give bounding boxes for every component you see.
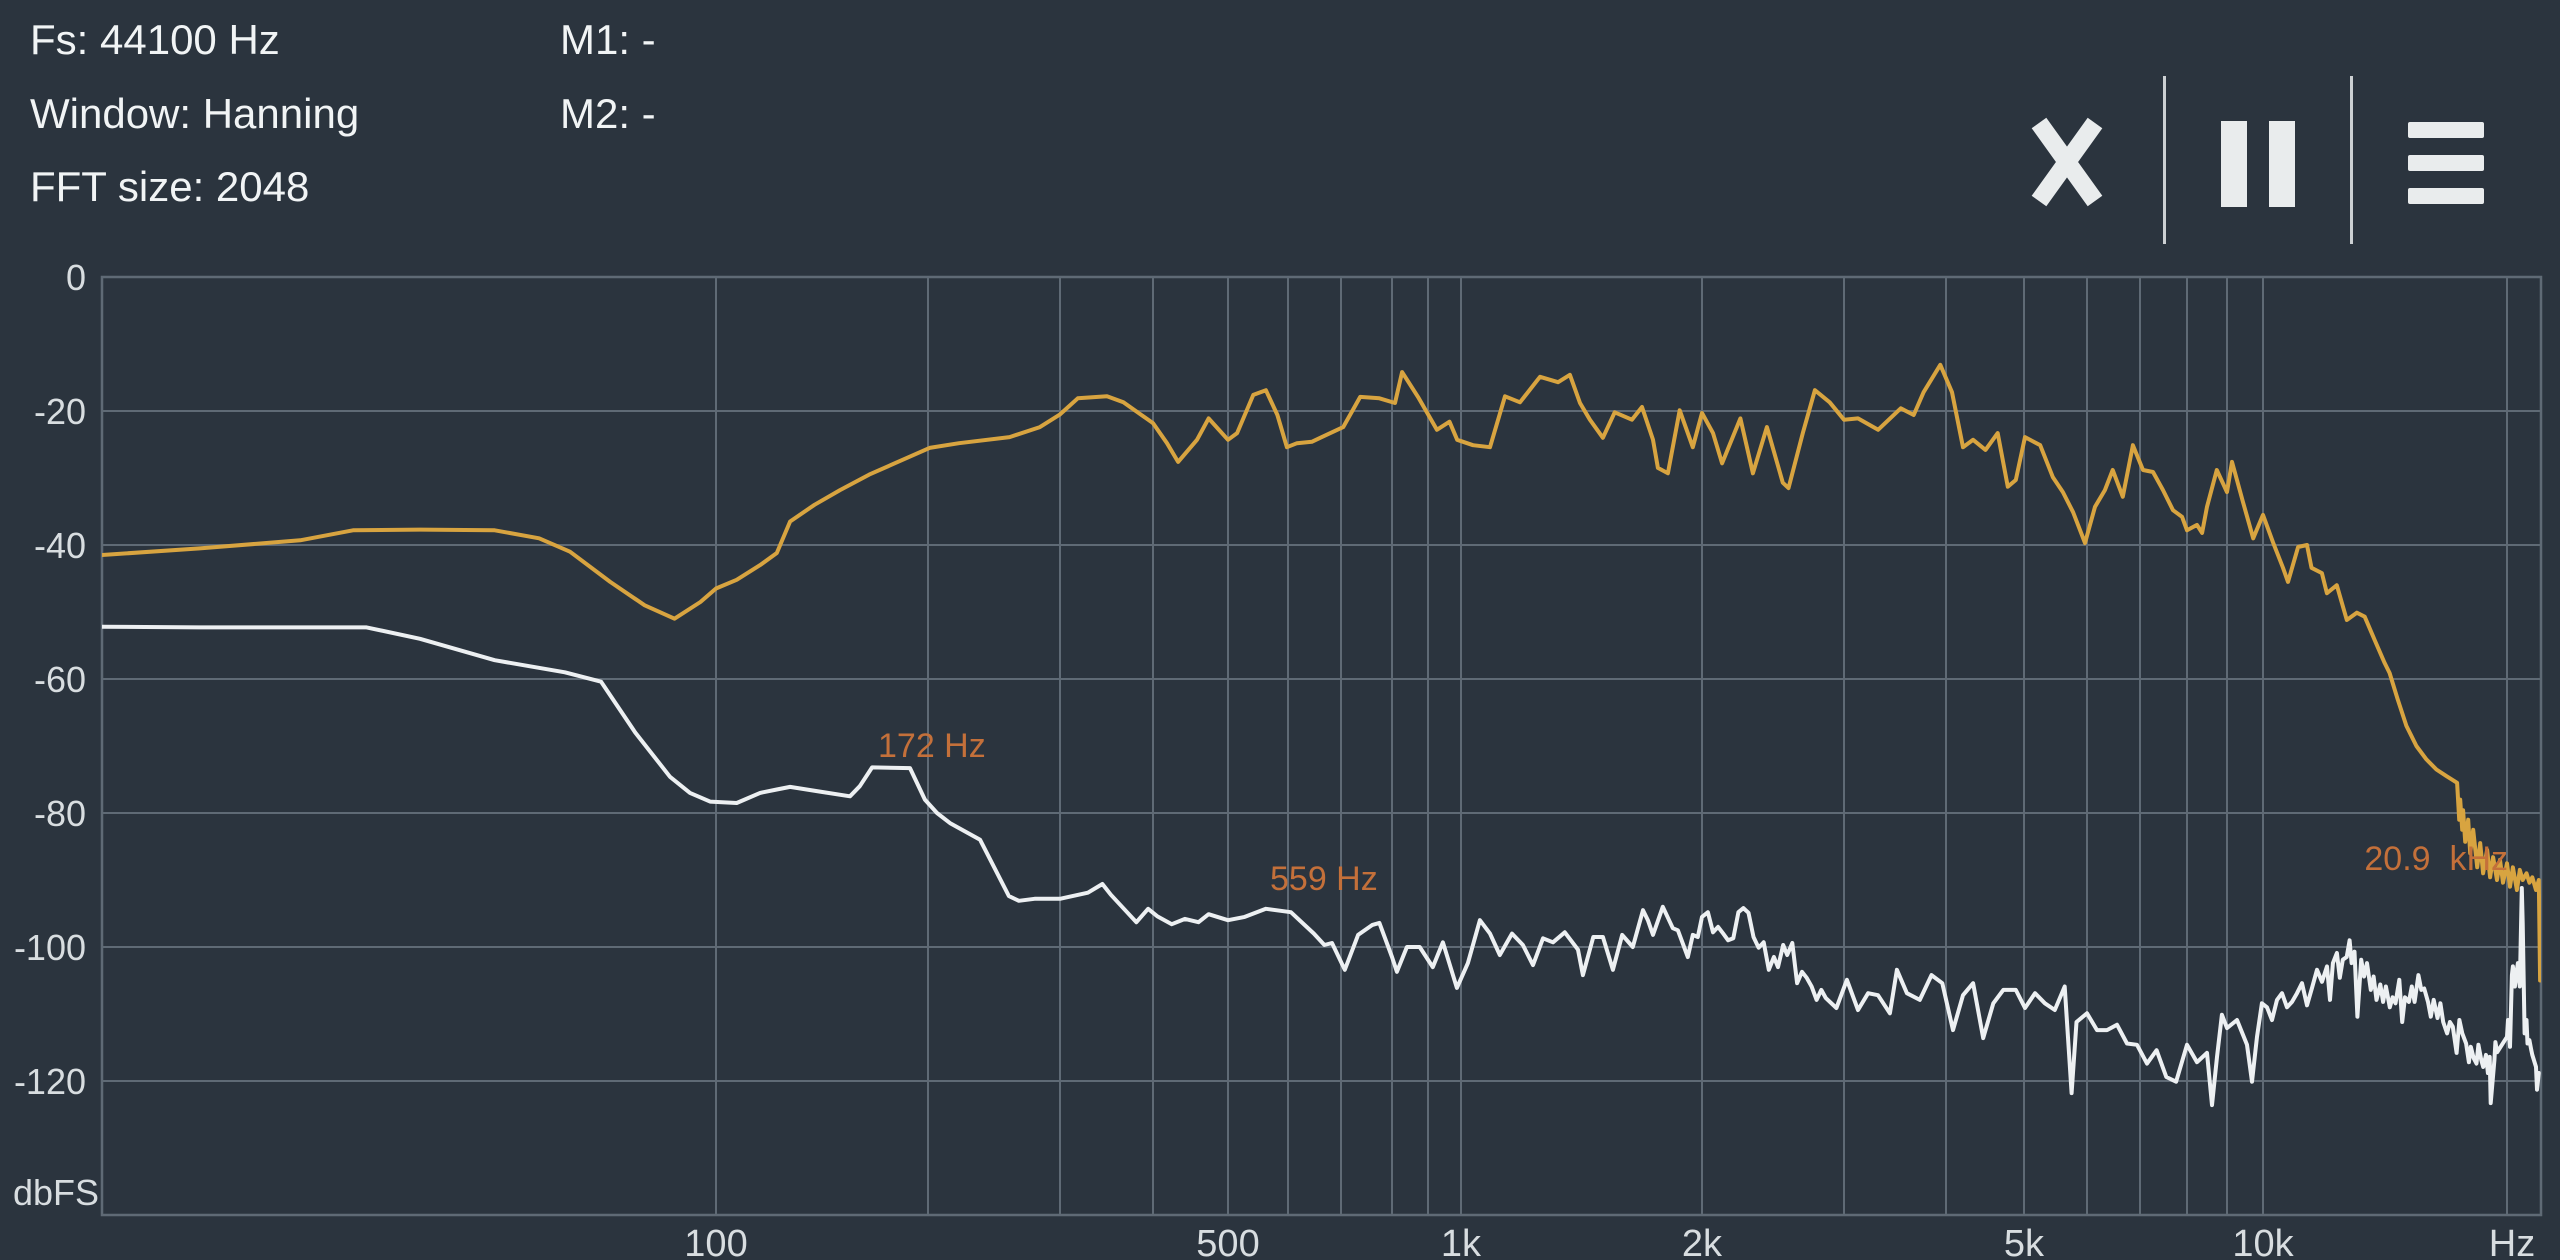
close-icon [2030, 114, 2104, 213]
x-axis-tick-label: 2k [1682, 1223, 1723, 1260]
y-axis-tick-label: -100 [14, 927, 86, 968]
sample-rate-label: Fs: 44100 Hz [30, 16, 280, 63]
toolbar-separator [2163, 76, 2166, 244]
x-axis-tick-label: Hz [2489, 1223, 2535, 1260]
pause-icon [2221, 120, 2295, 210]
menu-icon [2408, 121, 2484, 207]
marker2-label: M2: - [560, 90, 656, 137]
y-axis-unit-label: dbFS [13, 1172, 99, 1213]
marker1-label: M1: - [560, 16, 656, 63]
window-type-label: Window: Hanning [30, 90, 360, 137]
y-axis-tick-label: 0 [66, 257, 86, 298]
y-axis-tick-label: -120 [14, 1061, 86, 1102]
peak-annotation: 20.9 kHz [2364, 840, 2508, 878]
trace-spectrum-orange [102, 362, 2541, 983]
x-axis-tick-label: 5k [2004, 1223, 2045, 1260]
peak-annotation: 559 Hz [1270, 860, 1378, 898]
plot-border [100, 275, 2543, 1217]
y-axis-tick-label: -60 [34, 659, 86, 700]
fft-size-label: FFT size: 2048 [30, 163, 310, 210]
y-axis-tick-label: -20 [34, 391, 86, 432]
x-axis-tick-label: 1k [1441, 1223, 1482, 1260]
y-axis-tick-label: -40 [34, 525, 86, 566]
x-axis-tick-label: 10k [2232, 1223, 2294, 1260]
toolbar-separator [2350, 76, 2353, 244]
close-button[interactable] [2007, 103, 2127, 223]
menu-button[interactable] [2386, 104, 2506, 224]
y-axis-tick-label: -80 [34, 793, 86, 834]
pause-button[interactable] [2198, 105, 2318, 225]
x-axis-tick-label: 100 [684, 1223, 747, 1260]
peak-annotation: 172 Hz [878, 727, 986, 765]
trace-spectrum-white [102, 624, 2541, 1108]
x-axis-tick-label: 500 [1196, 1223, 1259, 1260]
